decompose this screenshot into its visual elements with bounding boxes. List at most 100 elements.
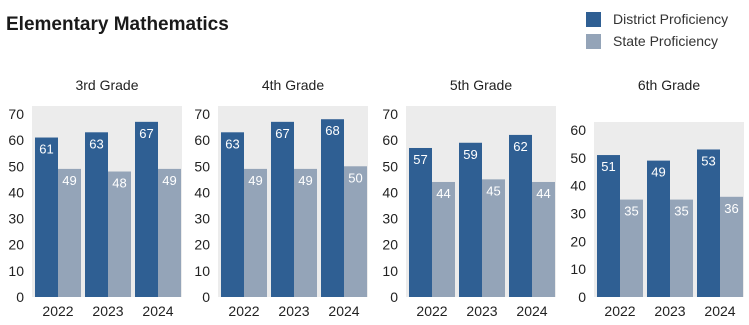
legend-swatch-state [586, 33, 601, 49]
x-tick-label: 2024 [704, 303, 735, 319]
y-tick-label: 10 [8, 263, 24, 279]
bar-district [321, 119, 344, 297]
y-tick-label: 30 [194, 211, 210, 227]
y-tick-label: 60 [194, 132, 210, 148]
y-tick-label: 10 [194, 263, 210, 279]
bar-state [108, 171, 131, 297]
y-tick-label: 20 [570, 233, 586, 249]
y-tick-label: 0 [202, 289, 210, 305]
data-label: 35 [624, 204, 638, 219]
data-label: 49 [248, 173, 262, 188]
bar-state [670, 199, 693, 297]
legend-label-state: State Proficiency [613, 33, 719, 49]
chart-panel-2: 4th Grade 0 10 20 30 40 50 60 70 63 49 2022 67 49 2023… [194, 77, 368, 319]
bar-district [647, 160, 670, 297]
bar-state [58, 168, 81, 297]
y-tick-label: 50 [570, 150, 586, 166]
bar-state [482, 179, 505, 297]
panel-title: 6th Grade [638, 77, 700, 93]
chart-panel-1: 3rd Grade 0 10 20 30 40 50 60 70 61 49 2022 63 48 2023… [8, 77, 182, 319]
data-label: 44 [436, 186, 450, 201]
y-tick-label: 50 [8, 158, 24, 174]
x-tick-label: 2023 [278, 303, 309, 319]
data-label: 62 [513, 139, 527, 154]
data-label: 61 [39, 142, 53, 157]
bar-district [697, 149, 720, 297]
bar-state [432, 181, 455, 297]
data-label: 67 [275, 126, 289, 141]
y-tick-label: 40 [570, 178, 586, 194]
x-tick-label: 2022 [604, 303, 635, 319]
y-tick-label: 40 [8, 184, 24, 200]
data-label: 63 [89, 136, 103, 151]
y-tick-label: 0 [578, 289, 586, 305]
bar-district [271, 121, 294, 297]
bar-district [221, 132, 244, 297]
data-label: 44 [536, 186, 550, 201]
data-label: 49 [651, 165, 665, 180]
legend-label-district: District Proficiency [613, 11, 729, 27]
data-label: 49 [298, 173, 312, 188]
data-label: 36 [724, 201, 738, 216]
x-tick-label: 2024 [516, 303, 547, 319]
y-tick-label: 50 [194, 158, 210, 174]
data-label: 59 [463, 147, 477, 162]
y-tick-label: 70 [8, 106, 24, 122]
y-tick-label: 20 [8, 237, 24, 253]
bar-state [344, 166, 367, 297]
bar-district [135, 121, 158, 297]
data-label: 63 [225, 136, 239, 151]
legend-item-state: State Proficiency [586, 30, 728, 52]
y-tick-label: 60 [382, 132, 398, 148]
x-tick-label: 2023 [92, 303, 123, 319]
data-label: 49 [162, 173, 176, 188]
x-tick-label: 2022 [42, 303, 73, 319]
bar-district [509, 134, 532, 297]
x-tick-label: 2024 [328, 303, 359, 319]
panel-title: 4th Grade [262, 77, 324, 93]
data-label: 45 [486, 183, 500, 198]
x-tick-label: 2022 [416, 303, 447, 319]
bar-district [459, 142, 482, 297]
bar-state [720, 196, 743, 297]
panel-title: 5th Grade [450, 77, 512, 93]
x-tick-label: 2024 [142, 303, 173, 319]
bar-state [244, 168, 267, 297]
y-tick-label: 70 [194, 106, 210, 122]
chart-panel-4: 6th Grade 0 10 20 30 40 50 60 51 35 2022 49 35 2023 53… [570, 77, 744, 319]
x-tick-label: 2023 [654, 303, 685, 319]
y-tick-label: 0 [16, 289, 24, 305]
bar-district [409, 147, 432, 297]
y-tick-label: 20 [382, 237, 398, 253]
y-tick-label: 40 [194, 184, 210, 200]
y-tick-label: 60 [8, 132, 24, 148]
x-tick-label: 2023 [466, 303, 497, 319]
data-label: 67 [139, 126, 153, 141]
chart-panel-3: 5th Grade 0 10 20 30 40 50 60 70 57 44 2022 59 45 2023… [382, 77, 556, 319]
bar-state [294, 168, 317, 297]
y-tick-label: 30 [570, 206, 586, 222]
data-label: 68 [325, 123, 339, 138]
x-tick-label: 2022 [228, 303, 259, 319]
y-tick-label: 10 [570, 261, 586, 277]
data-label: 49 [62, 173, 76, 188]
data-label: 35 [674, 204, 688, 219]
y-tick-label: 60 [570, 122, 586, 138]
bar-state [532, 181, 555, 297]
y-tick-label: 10 [382, 263, 398, 279]
legend-swatch-district [586, 11, 601, 27]
chart-title: Elementary Mathematics [6, 14, 229, 35]
legend: District Proficiency State Proficiency [586, 8, 728, 52]
y-tick-label: 70 [382, 106, 398, 122]
y-tick-label: 50 [382, 158, 398, 174]
y-tick-label: 30 [382, 211, 398, 227]
bar-district [35, 137, 58, 297]
data-label: 48 [112, 176, 126, 191]
legend-item-district: District Proficiency [586, 8, 728, 30]
y-tick-label: 30 [8, 211, 24, 227]
data-label: 53 [701, 153, 715, 168]
bar-district [85, 132, 108, 297]
data-label: 51 [601, 159, 615, 174]
bar-state [620, 199, 643, 297]
